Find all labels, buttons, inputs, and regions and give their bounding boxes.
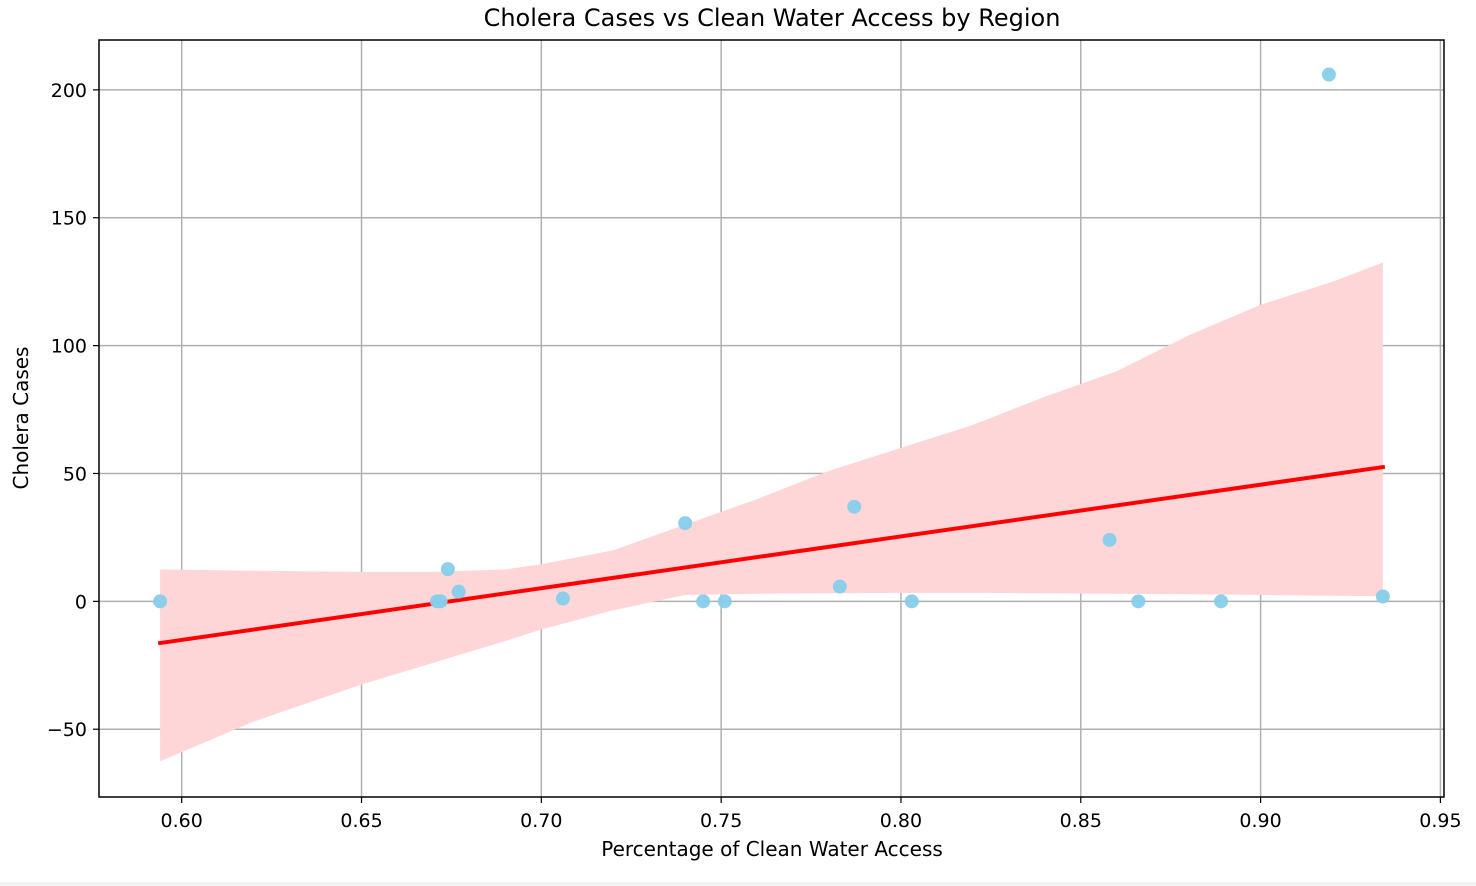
x-tick-label-4: 0.80 (880, 810, 922, 832)
y-tick-label-3: 100 (51, 336, 87, 358)
confidence-band-group (160, 262, 1383, 762)
confidence-band (160, 262, 1383, 762)
y-tick-label-5: 200 (51, 80, 87, 102)
x-tick-label-6: 0.90 (1239, 810, 1281, 832)
scatter-point-14 (1214, 594, 1229, 609)
y-axis-title: Cholera Cases (9, 347, 33, 490)
x-tick-label-7: 0.95 (1419, 810, 1461, 832)
y-tick-label-0: −50 (47, 719, 87, 741)
x-tick-label-5: 0.85 (1060, 810, 1102, 832)
regression-line-group (157, 464, 1386, 646)
scatter-point-7 (696, 594, 711, 609)
x-tick-label-2: 0.70 (520, 810, 562, 832)
y-tick-label-1: 0 (75, 591, 87, 613)
scatter-point-12 (1102, 532, 1117, 547)
scatter-point-13 (1131, 594, 1146, 609)
scatter-point-11 (904, 594, 919, 609)
scatter-point-0 (153, 594, 168, 609)
scatter-point-2 (433, 594, 448, 609)
regression-line (157, 464, 1386, 646)
x-axis-title: Percentage of Clean Water Access (601, 837, 943, 861)
scatter-point-10 (847, 499, 862, 514)
plot-frame (98, 39, 1445, 798)
x-axis: 0.60 0.65 0.70 0.75 0.80 0.85 0.90 0.95 (161, 797, 1462, 832)
y-tick-label-2: 50 (63, 463, 87, 485)
scatter-point-5 (555, 591, 570, 606)
x-tick-label-3: 0.75 (700, 810, 742, 832)
scatter-point-3 (440, 562, 455, 577)
scatter-point-16 (1375, 589, 1390, 604)
y-tick-label-4: 150 (51, 208, 87, 230)
x-tick-label-1: 0.65 (340, 810, 382, 832)
scatter-point-9 (832, 579, 847, 594)
scatter-point-8 (717, 594, 732, 609)
y-axis: −50 0 50 100 150 200 (47, 80, 99, 741)
scatter-point-15 (1321, 67, 1336, 82)
bottom-strip (0, 882, 1476, 886)
chart-title: Cholera Cases vs Clean Water Access by R… (484, 4, 1061, 32)
x-tick-label-0: 0.60 (161, 810, 203, 832)
scatter-point-6 (678, 516, 693, 531)
scatter-point-4 (451, 584, 466, 599)
scatter-points (153, 67, 1390, 609)
